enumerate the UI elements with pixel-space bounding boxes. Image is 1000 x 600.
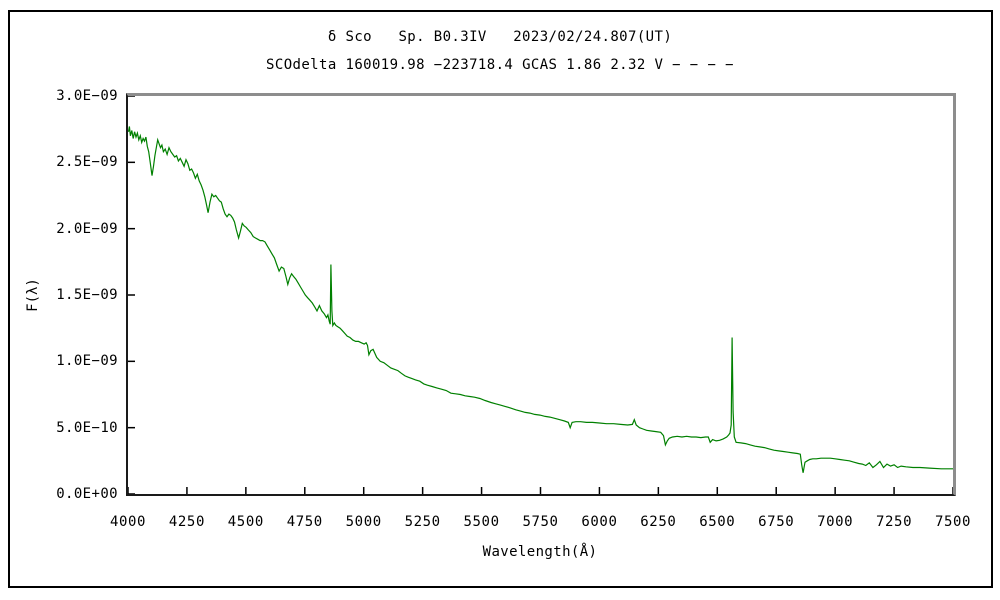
x-tick-label: 5250 <box>404 514 441 530</box>
x-tick-label: 5000 <box>345 514 382 530</box>
plot-frame <box>126 93 956 496</box>
spectrum-line <box>128 126 953 473</box>
x-tick-label: 5500 <box>463 514 500 530</box>
y-tick-label: 1.5E−09 <box>56 287 118 303</box>
spectrum-plot <box>128 96 953 494</box>
x-tick-label: 7500 <box>934 514 972 530</box>
y-tick-label: 0.0E+00 <box>56 486 118 502</box>
chart-subtitle: SCOdelta 160019.98 −223718.4 GCAS 1.86 2… <box>266 57 734 73</box>
x-tick-label: 6250 <box>640 514 677 530</box>
x-axis-label: Wavelength(Å) <box>482 544 598 560</box>
outer-border <box>8 10 993 588</box>
y-tick-label: 5.0E−10 <box>56 419 118 436</box>
x-tick-label: 4250 <box>168 514 205 530</box>
x-tick-label: 5750 <box>522 514 559 530</box>
x-tick-label: 6500 <box>699 514 736 530</box>
x-tick-label: 7250 <box>876 514 913 530</box>
chart-title: δ Sco Sp. B0.3IV 2023/02/24.807(UT) <box>327 29 673 45</box>
x-tick-label: 6750 <box>758 514 795 530</box>
x-tick-label: 4000 <box>109 514 147 530</box>
y-tick-label: 2.5E−09 <box>56 154 118 171</box>
x-tick-label: 7000 <box>817 514 854 530</box>
x-tick-label: 6000 <box>581 514 618 530</box>
y-tick-label: 2.0E−09 <box>56 220 118 237</box>
y-tick-label: 1.0E−09 <box>56 353 118 370</box>
x-tick-label: 4750 <box>286 514 323 530</box>
y-tick-label: 3.0E−09 <box>56 88 118 104</box>
x-tick-label: 4500 <box>227 514 264 530</box>
